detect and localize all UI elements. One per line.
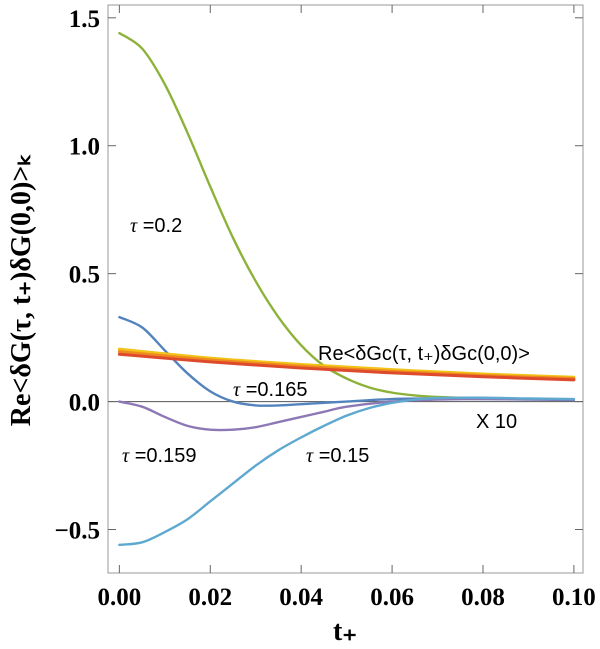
x-tick-label: 0.08 (461, 584, 505, 611)
x-tick-label: 0.10 (552, 584, 596, 611)
x-tick-label: 0.06 (370, 584, 414, 611)
annotation-scale-factor: X 10 (476, 411, 517, 433)
x-tick-label: 0.00 (97, 584, 141, 611)
series-line-2 (118, 397, 576, 432)
plot-frame (107, 4, 584, 574)
series-line-3 (118, 396, 576, 547)
x-tick-label: 0.02 (188, 584, 232, 611)
y-tick-label: 0.0 (69, 390, 100, 417)
annotation-tau-0-2: τ =0.2 (130, 215, 182, 237)
y-tick-label: 0.5 (69, 262, 100, 289)
y-axis-title: Re<δG(τ, t₊)δG(0,0)>ₖ (6, 154, 37, 426)
x-axis: 0.00 0.02 0.04 0.06 0.08 0.10 (97, 5, 596, 611)
y-tick-label: 1.5 (69, 6, 100, 33)
x-axis-title: t₊ (333, 616, 357, 647)
x-tick-label: 0.04 (279, 584, 323, 611)
y-axis: −0.5 0.0 0.5 1.0 1.5 (55, 6, 583, 545)
annotation-tau-0-15: τ =0.15 (306, 445, 369, 467)
y-tick-label: 1.0 (69, 134, 100, 161)
series-line-6 (117, 352, 576, 382)
annotation-correlator-label: Re<δGc(τ, t₊)δGc(0,0)> (318, 343, 530, 365)
annotation-tau-0-159: τ =0.159 (122, 445, 196, 467)
series-group (117, 31, 576, 547)
annotation-tau-0-165: τ =0.165 (233, 379, 307, 401)
y-tick-label: −0.5 (55, 518, 101, 545)
